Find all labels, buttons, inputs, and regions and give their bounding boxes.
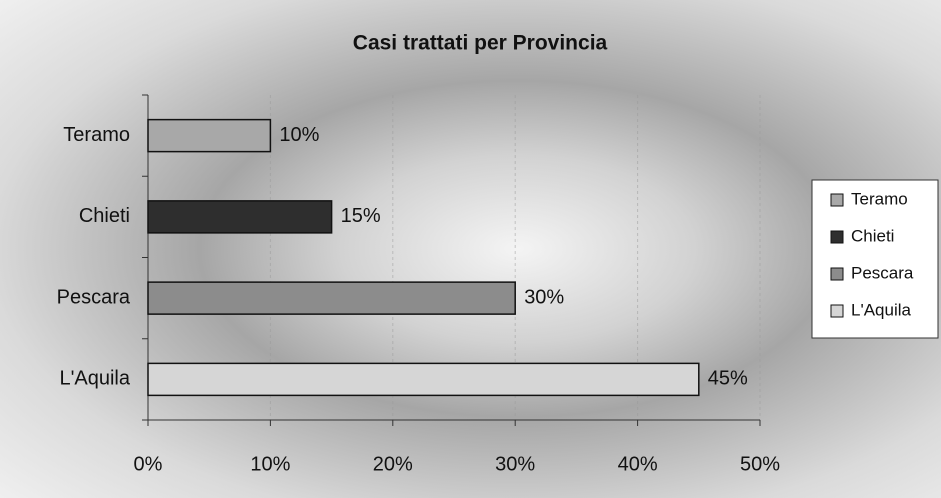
legend-label: Pescara — [851, 263, 914, 282]
y-tick-label: Pescara — [57, 286, 131, 308]
value-label: 10% — [279, 124, 319, 146]
y-tick-label: Chieti — [79, 205, 130, 227]
value-label: 15% — [341, 205, 381, 227]
x-tick-label: 10% — [250, 453, 290, 475]
x-tick-label: 50% — [740, 453, 780, 475]
value-label: 45% — [708, 368, 748, 390]
legend-swatch — [830, 267, 844, 281]
legend-swatch — [830, 304, 844, 318]
y-tick-label: L'Aquila — [59, 368, 130, 390]
x-tick-label: 30% — [495, 453, 535, 475]
value-label: 30% — [524, 286, 564, 308]
legend-label: L'Aquila — [851, 300, 912, 319]
legend-swatch — [830, 230, 844, 244]
bar — [147, 281, 516, 315]
legend-label: Chieti — [851, 226, 894, 245]
bar — [147, 200, 333, 234]
x-tick-label: 40% — [618, 453, 658, 475]
legend-label: Teramo — [851, 189, 908, 208]
x-tick-label: 20% — [373, 453, 413, 475]
x-tick-label: 0% — [134, 453, 163, 475]
bar — [147, 362, 700, 397]
bar — [147, 118, 272, 153]
y-tick-label: Teramo — [63, 124, 130, 146]
legend-swatch — [830, 193, 844, 207]
chart-title: Casi trattati per Provincia — [353, 32, 608, 55]
